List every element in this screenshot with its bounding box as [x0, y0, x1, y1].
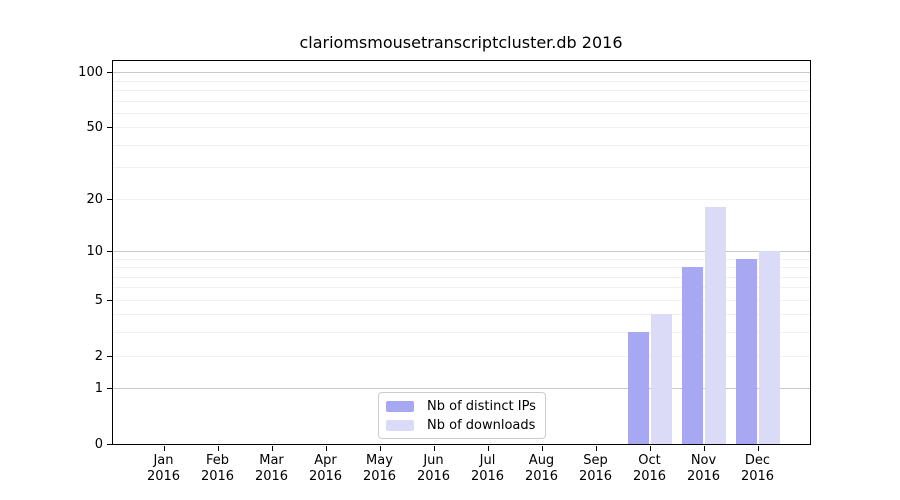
chart-title: clariomsmousetranscriptcluster.db 2016	[299, 33, 623, 52]
gridline-minor	[113, 89, 810, 91]
y-tick-label: 100	[78, 65, 103, 81]
x-tick-mark	[325, 446, 327, 451]
x-tick-mark	[703, 446, 705, 451]
y-tick-label: 20	[86, 191, 103, 207]
y-tick-label: 10	[86, 243, 103, 259]
legend-item-distinct-ips: Nb of distinct IPs	[386, 399, 537, 414]
bar-downloads-dec	[758, 250, 780, 444]
gridline-minor	[113, 167, 810, 169]
x-tick-label: Jan 2016	[146, 453, 181, 484]
x-tick-label: May 2016	[362, 453, 397, 484]
gridline-minor	[113, 314, 810, 316]
x-tick-mark	[433, 446, 435, 451]
legend: Nb of distinct IPs Nb of downloads	[378, 392, 546, 439]
x-tick-label: Dec 2016	[740, 453, 775, 484]
x-tick-mark	[217, 446, 219, 451]
gridline-minor	[113, 80, 810, 82]
x-tick-label: Oct 2016	[632, 453, 667, 484]
y-tick-mark	[107, 127, 112, 129]
legend-label-downloads: Nb of downloads	[427, 417, 536, 433]
y-tick-mark	[107, 444, 112, 445]
x-tick-label: Jun 2016	[416, 453, 451, 484]
gridline-minor	[113, 267, 810, 268]
x-tick-label: Nov 2016	[686, 453, 721, 484]
gridline-minor	[113, 112, 810, 114]
x-tick-mark	[379, 446, 381, 451]
gridline-major	[113, 72, 810, 74]
y-tick-label: 50	[86, 120, 103, 136]
bar-distinct-ips-nov	[681, 267, 703, 444]
y-tick-label: 2	[94, 348, 103, 364]
y-tick-label: 0	[94, 437, 103, 452]
gridline-minor	[113, 287, 810, 289]
x-tick-mark	[757, 446, 759, 451]
x-tick-label: Sep 2016	[578, 453, 613, 484]
gridline-major	[113, 388, 810, 390]
gridline-minor	[113, 355, 810, 357]
x-tick-mark	[487, 446, 489, 451]
x-tick-label: Aug 2016	[524, 453, 559, 484]
gridline-minor	[113, 258, 810, 260]
x-tick-mark	[541, 446, 543, 451]
x-tick-mark	[595, 446, 597, 451]
gridline-minor	[113, 299, 810, 301]
gridline-major	[113, 250, 810, 252]
bar-distinct-ips-dec	[735, 258, 757, 444]
y-tick-mark	[107, 72, 112, 74]
y-tick-mark	[107, 250, 112, 252]
plot-area: 0 1 2 5 10 20 50 100 Jan 2016 Feb 2016 Mar 2016 Apr 201…	[78, 60, 811, 484]
x-tick-label: Apr 2016	[308, 453, 343, 484]
bar-distinct-ips-oct	[627, 332, 649, 444]
legend-swatch-distinct-ips	[386, 400, 414, 412]
gridline-minor	[113, 144, 810, 146]
gridline-minor	[113, 332, 810, 334]
x-tick-mark	[163, 446, 165, 451]
y-tick-mark	[107, 355, 112, 357]
y-tick-mark	[107, 299, 112, 301]
y-tick-mark	[107, 388, 112, 390]
bar-downloads-oct	[650, 314, 672, 444]
y-tick-mark	[107, 198, 112, 200]
x-tick-label: Mar 2016	[254, 453, 289, 484]
y-tick-label: 1	[94, 381, 103, 397]
bar-downloads-nov	[704, 206, 726, 444]
gridline-minor	[113, 100, 810, 102]
x-tick-mark	[271, 446, 273, 451]
x-tick-label: Feb 2016	[200, 453, 235, 484]
gridline-minor	[113, 198, 810, 200]
x-tick-label: Jul 2016	[470, 453, 505, 484]
x-tick-mark	[649, 446, 651, 451]
y-tick-label: 5	[94, 292, 103, 308]
gridline-minor	[113, 127, 810, 129]
gridline-minor	[113, 276, 810, 278]
legend-swatch-downloads	[386, 419, 414, 431]
legend-label-distinct-ips: Nb of distinct IPs	[427, 398, 536, 414]
legend-item-downloads: Nb of downloads	[386, 418, 537, 433]
